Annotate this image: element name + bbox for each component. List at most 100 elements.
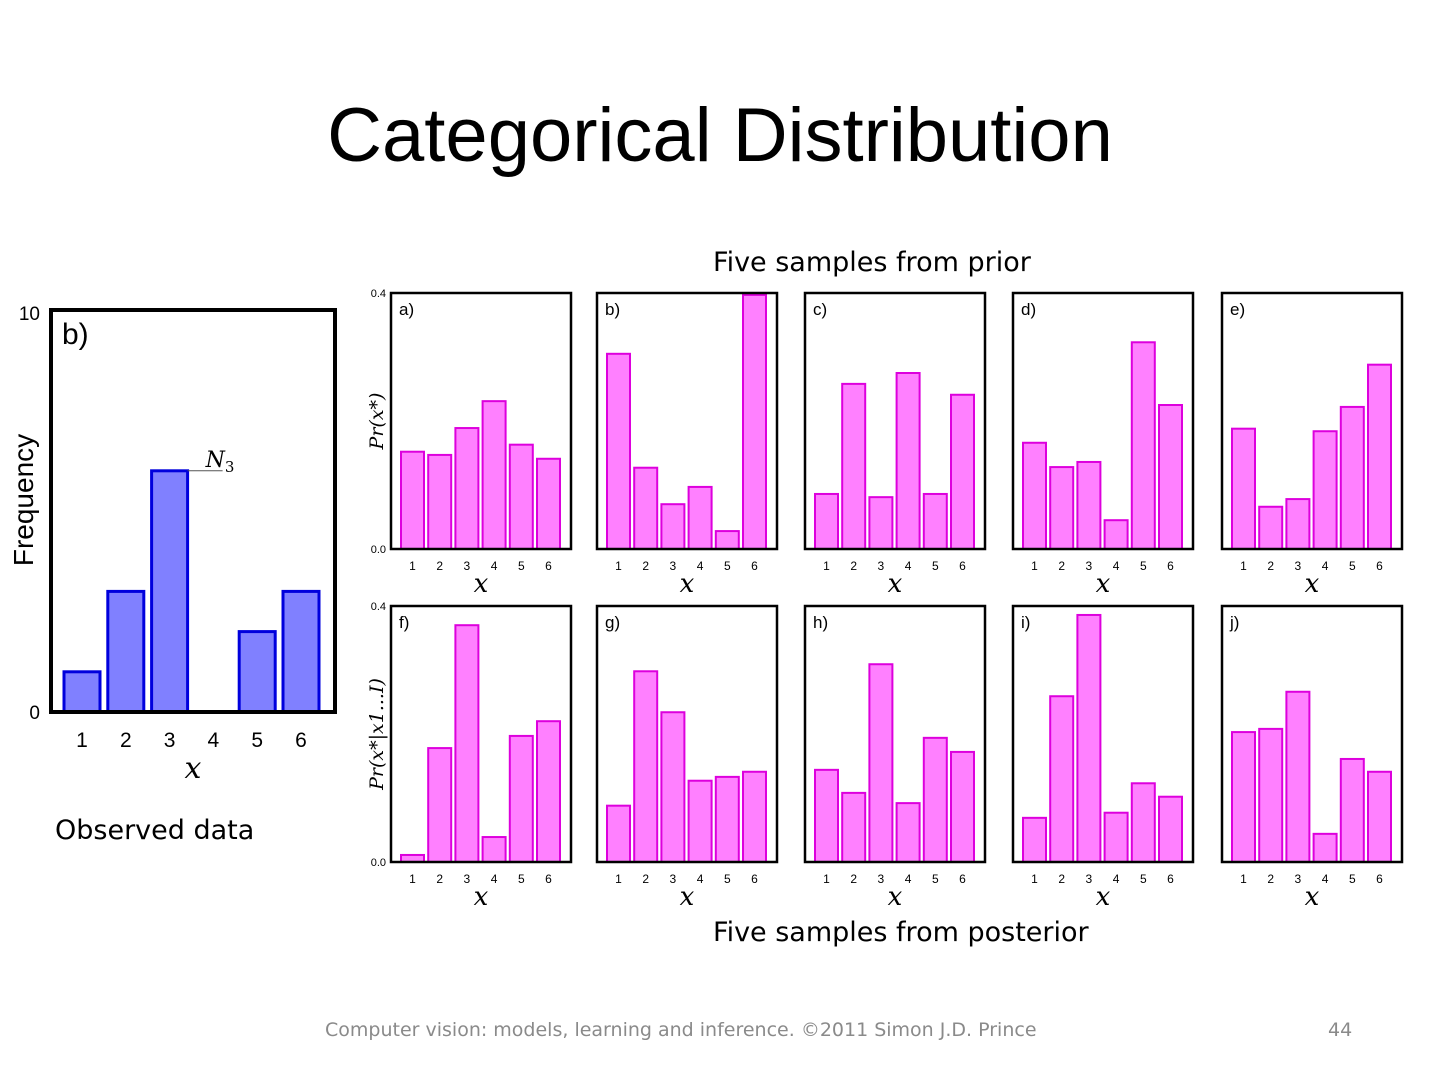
prior-bar-3-1 bbox=[814, 492, 839, 550]
prior-bar-3-5 bbox=[922, 492, 948, 550]
posterior-bar-1-4 bbox=[481, 836, 507, 863]
observed-xtick-1: 1 bbox=[76, 729, 88, 752]
prior-bar-5-5 bbox=[1339, 405, 1365, 551]
prior-panel-label-2: b) bbox=[605, 300, 620, 319]
posterior-bar-5-1 bbox=[1231, 731, 1256, 864]
posterior-xtick-4-2: 2 bbox=[1058, 872, 1065, 886]
posterior-bar-5-4 bbox=[1312, 832, 1338, 864]
posterior-bar-2-6 bbox=[742, 770, 767, 864]
posterior-panel-frame-1 bbox=[389, 604, 573, 864]
prior-bar-1-6 bbox=[536, 457, 561, 551]
posterior-xlabel-5: x bbox=[1305, 882, 1320, 912]
posterior-bar-2-3 bbox=[660, 711, 686, 863]
observed-ytick-max: 10 bbox=[19, 304, 40, 325]
observed-frame bbox=[49, 308, 337, 714]
prior-xtick-1-2: 2 bbox=[436, 559, 443, 573]
prior-xtick-4-3: 3 bbox=[1086, 559, 1093, 573]
prior-xtick-5-2: 2 bbox=[1267, 559, 1274, 573]
prior-xtick-1-1: 1 bbox=[409, 559, 416, 573]
prior-bar-5-2 bbox=[1258, 505, 1284, 551]
prior-xtick-5-6: 6 bbox=[1376, 559, 1383, 573]
posterior-xtick-5-3: 3 bbox=[1295, 872, 1302, 886]
posterior-bar-2-5 bbox=[714, 775, 740, 864]
prior-xtick-5-4: 4 bbox=[1322, 559, 1329, 573]
prior-panel-label-4: d) bbox=[1021, 300, 1036, 319]
posterior-bar-2-4 bbox=[687, 779, 713, 863]
prior-xtick-2-2: 2 bbox=[642, 559, 649, 573]
prior-panel-label-3: c) bbox=[813, 300, 827, 319]
posterior-xtick-1-3: 3 bbox=[464, 872, 471, 886]
posterior-bar-1-5 bbox=[508, 734, 534, 863]
posterior-xtick-1-6: 6 bbox=[545, 872, 552, 886]
posterior-bar-1-2 bbox=[427, 747, 453, 864]
observed-ytick-min: 0 bbox=[29, 703, 40, 724]
observed-xlabel: x bbox=[185, 751, 202, 786]
posterior-xtick-2-4: 4 bbox=[697, 872, 704, 886]
posterior-xtick-2-2: 2 bbox=[642, 872, 649, 886]
prior-bar-2-6 bbox=[742, 293, 767, 551]
posterior-xtick-2-5: 5 bbox=[724, 872, 731, 886]
prior-xtick-3-2: 2 bbox=[850, 559, 857, 573]
prior-caption: Five samples from prior bbox=[713, 247, 1031, 278]
prior-panel-frame-1 bbox=[389, 291, 573, 551]
prior-bar-3-3 bbox=[868, 496, 894, 551]
prior-xlabel-5: x bbox=[1305, 569, 1320, 599]
posterior-xtick-5-6: 6 bbox=[1376, 872, 1383, 886]
prior-bar-4-6 bbox=[1158, 404, 1183, 550]
prior-bar-1-1 bbox=[400, 450, 425, 550]
posterior-panel-frame-5 bbox=[1220, 604, 1404, 864]
observed-bar-3 bbox=[150, 469, 190, 714]
observed-bar-6 bbox=[281, 589, 321, 714]
prior-bar-4-1 bbox=[1022, 441, 1047, 551]
observed-xtick-3: 3 bbox=[164, 729, 176, 752]
prior-xtick-4-5: 5 bbox=[1140, 559, 1147, 573]
posterior-panel-label-4: i) bbox=[1021, 613, 1030, 632]
posterior-panel-frame-2 bbox=[595, 604, 779, 864]
prior-bar-1-2 bbox=[427, 453, 453, 551]
posterior-bar-3-5 bbox=[922, 736, 948, 864]
posterior-bar-3-2 bbox=[841, 791, 867, 864]
prior-bar-4-4 bbox=[1103, 519, 1129, 551]
posterior-bar-1-3 bbox=[454, 624, 480, 864]
annotation-subscript: 3 bbox=[225, 458, 235, 476]
prior-xtick-1-6: 6 bbox=[545, 559, 552, 573]
posterior-bar-3-4 bbox=[895, 802, 921, 863]
prior-bar-3-4 bbox=[895, 372, 921, 550]
prior-bar-4-3 bbox=[1076, 460, 1102, 550]
posterior-xtick-3-3: 3 bbox=[878, 872, 885, 886]
posterior-bar-4-6 bbox=[1158, 795, 1183, 863]
posterior-xtick-1-4: 4 bbox=[491, 872, 498, 886]
prior-xtick-3-3: 3 bbox=[878, 559, 885, 573]
posterior-xtick-5-2: 2 bbox=[1267, 872, 1274, 886]
posterior-bar-5-5 bbox=[1339, 757, 1365, 864]
posterior-xtick-3-4: 4 bbox=[905, 872, 912, 886]
prior-xtick-3-1: 1 bbox=[823, 559, 830, 573]
prior-xtick-4-6: 6 bbox=[1167, 559, 1174, 573]
prior-bar-3-6 bbox=[950, 393, 975, 551]
posterior-ytick-min: 0.0 bbox=[371, 857, 386, 869]
prior-panel-frame-5 bbox=[1220, 291, 1404, 551]
prior-xtick-1-3: 3 bbox=[464, 559, 471, 573]
posterior-bar-2-1 bbox=[606, 804, 631, 863]
posterior-panel-frame-3 bbox=[803, 604, 987, 864]
observed-annotation-label: N3 bbox=[205, 448, 235, 476]
observed-bar-2 bbox=[106, 589, 146, 714]
prior-xlabel-1: x bbox=[474, 569, 489, 599]
prior-xtick-2-6: 6 bbox=[751, 559, 758, 573]
posterior-bar-2-2 bbox=[633, 670, 659, 864]
footer-copyright: Computer vision: models, learning and in… bbox=[325, 1019, 1037, 1041]
posterior-xtick-1-2: 2 bbox=[436, 872, 443, 886]
observed-bar-5 bbox=[237, 630, 277, 714]
prior-xtick-1-5: 5 bbox=[518, 559, 525, 573]
observed-xtick-2: 2 bbox=[120, 729, 132, 752]
page-number: 44 bbox=[1328, 1019, 1353, 1041]
posterior-panel-label-2: g) bbox=[605, 613, 620, 632]
prior-xlabel-3: x bbox=[888, 569, 903, 599]
observed-panel-label: b) bbox=[62, 318, 89, 351]
prior-ylabel: Pr(x*) bbox=[366, 393, 388, 451]
posterior-xtick-4-1: 1 bbox=[1031, 872, 1038, 886]
prior-xtick-3-5: 5 bbox=[932, 559, 939, 573]
prior-bar-2-5 bbox=[714, 530, 740, 551]
posterior-xtick-2-1: 1 bbox=[615, 872, 622, 886]
